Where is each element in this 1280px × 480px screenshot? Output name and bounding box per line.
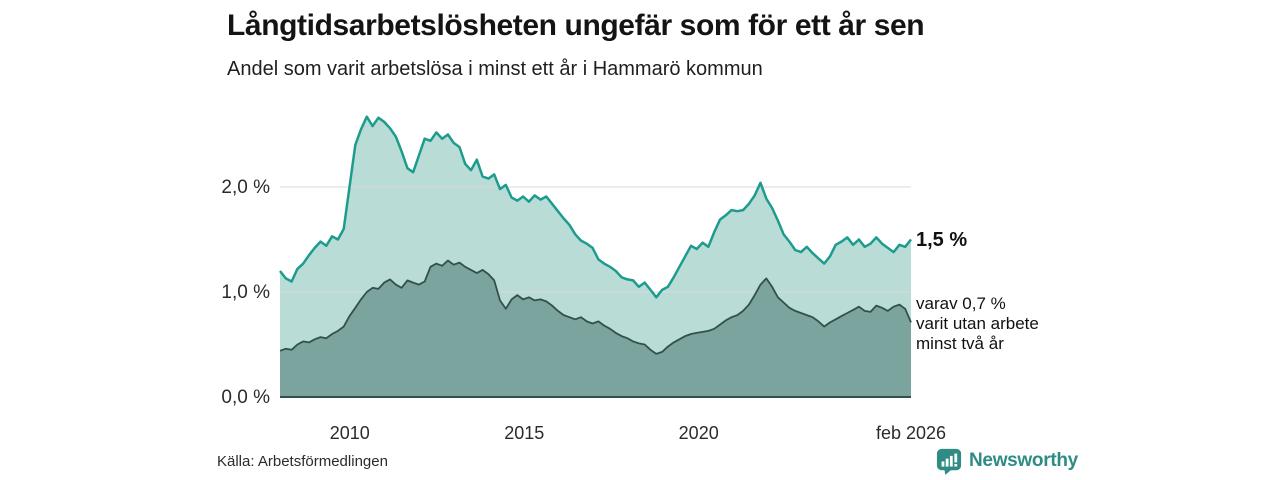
y-tick-label: 0,0 %: [221, 387, 270, 408]
x-tick-label: 2010: [330, 423, 370, 443]
bar-chart-speech-bubble-icon: [936, 448, 962, 475]
page-title: Långtidsarbetslösheten ungefär som för e…: [227, 9, 925, 42]
y-tick-label: 1,0 %: [221, 282, 270, 303]
area-series-2: [280, 260, 911, 397]
x-tick-label: 2015: [504, 423, 544, 443]
y-tick-label: 2,0 %: [221, 177, 270, 198]
line-series-2: [279, 259, 912, 355]
series2-annotation-line3: minst två år: [916, 334, 1004, 353]
source-caption: Källa: Arbetsförmedlingen: [217, 453, 388, 470]
x-tick-label: 2020: [679, 423, 719, 443]
series2-annotation: varav 0,7 % varit utan arbete minst två …: [916, 294, 1039, 354]
series2-annotation-line2: varit utan arbete: [916, 314, 1039, 333]
page-subtitle: Andel som varit arbetslösa i minst ett å…: [227, 58, 763, 80]
series1-end-value-label: 1,5 %: [916, 229, 968, 251]
brand-name: Newsworthy: [969, 450, 1078, 471]
line-series-1: [279, 115, 912, 299]
x-tick-label: feb 2026: [876, 423, 946, 443]
series2-annotation-line1: varav 0,7 %: [916, 294, 1006, 313]
brand-logo: Newsworthy: [936, 447, 1078, 475]
